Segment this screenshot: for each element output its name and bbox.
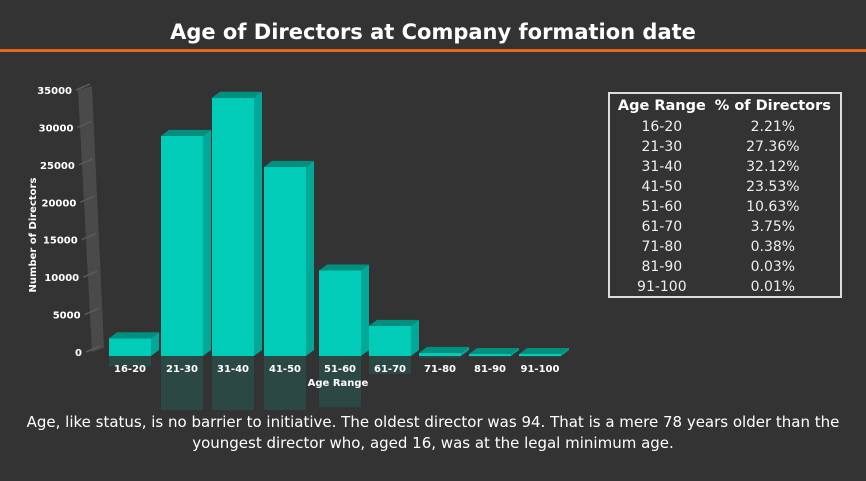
- bar-reflection: [319, 356, 361, 408]
- y-axis-label: Number of Directors: [28, 178, 39, 293]
- y-tick-label: 15000: [43, 236, 78, 247]
- table-header-percent: % of Directors: [714, 98, 831, 114]
- y-gridline: [77, 120, 92, 129]
- bar-reflection: [264, 356, 306, 410]
- age-cell: 51-60: [641, 199, 683, 215]
- table-row: 51-60 10.63%: [614, 197, 836, 217]
- bar-side: [306, 160, 314, 356]
- y-tick-label: 0: [75, 348, 82, 359]
- bar: [109, 338, 151, 356]
- age-cell: 71-80: [641, 239, 683, 255]
- title-divider: [0, 49, 866, 52]
- y-gridline: [75, 83, 91, 91]
- y-gridline: [82, 270, 98, 278]
- x-tick-label: 81-90: [474, 364, 506, 375]
- y-tick-label: 35000: [37, 86, 72, 97]
- y-tick-label: 5000: [53, 311, 81, 322]
- bar: [519, 354, 561, 356]
- y-tick-label: 30000: [39, 123, 74, 134]
- x-tick-label: 51-60: [324, 364, 356, 375]
- bar-side: [561, 348, 569, 356]
- bar-chart: 0 5000 10000 15000 20000 25000 30000 35000 Numbe…: [28, 83, 569, 410]
- y-tick-label: 25000: [40, 161, 75, 172]
- age-cell: 21-30: [641, 139, 683, 155]
- bar-top: [319, 264, 369, 271]
- table-row: 91-100 0.01%: [614, 277, 836, 297]
- y-gridline: [81, 233, 97, 241]
- bar-reflection: [519, 356, 561, 358]
- bar-top: [369, 319, 419, 326]
- table-row: 21-30 27.36%: [614, 137, 836, 157]
- bar-side: [411, 319, 419, 356]
- percent-cell: 2.21%: [750, 119, 796, 135]
- bar: [469, 354, 511, 356]
- percent-cell: 0.03%: [750, 259, 796, 275]
- y-axis-wall: [78, 86, 104, 352]
- age-cell: 61-70: [641, 219, 683, 235]
- bar-side: [511, 348, 519, 356]
- x-tick-label: 71-80: [424, 364, 456, 375]
- bar-side: [203, 129, 211, 356]
- percent-cell: 23.53%: [746, 179, 800, 195]
- bar: [369, 325, 411, 356]
- bar-top: [161, 129, 211, 136]
- bar-side: [461, 346, 469, 356]
- x-tick-label: 21-30: [166, 364, 198, 375]
- bar: [419, 352, 461, 356]
- bar-top: [469, 348, 519, 354]
- x-tick-label: 61-70: [374, 364, 406, 375]
- bar-side: [151, 332, 159, 356]
- age-cell: 81-90: [641, 259, 683, 275]
- bar-top: [419, 346, 469, 353]
- bar-reflection: [212, 356, 254, 410]
- page-title: Age of Directors at Company formation da…: [170, 20, 696, 44]
- table-row: 31-40 32.12%: [614, 157, 836, 177]
- y-tick-label: 20000: [41, 198, 76, 209]
- bar-side: [361, 264, 369, 356]
- age-cell: 16-20: [641, 119, 683, 135]
- bar-reflection: [161, 356, 203, 410]
- caption-text: Age, like status, is no barrier to initi…: [26, 413, 840, 452]
- bar-reflection: [469, 356, 511, 358]
- x-tick-label: 31-40: [217, 364, 249, 375]
- bar-reflection: [419, 356, 461, 358]
- bar: [161, 135, 203, 356]
- table-header-age: Age Range: [617, 98, 706, 114]
- bar: [319, 270, 361, 356]
- bar: [264, 166, 306, 356]
- table-row: 81-90 0.03%: [614, 257, 836, 277]
- bar-top: [519, 348, 569, 354]
- bar-top: [264, 160, 314, 167]
- bar-side: [254, 91, 262, 356]
- percent-cell: 27.36%: [746, 139, 800, 155]
- y-gridline: [84, 307, 99, 316]
- bar-top: [212, 91, 262, 98]
- percent-table: Age Range % of Directors 16-20 2.21% 21-30…: [608, 92, 842, 298]
- x-tick-label: 16-20: [114, 364, 146, 375]
- bar: [212, 97, 254, 356]
- x-tick-label: 41-50: [269, 364, 301, 375]
- percent-cell: 3.75%: [750, 219, 796, 235]
- table-row: 41-50 23.53%: [614, 177, 836, 197]
- x-axis-label: Age Range: [308, 378, 369, 389]
- bar-top: [109, 332, 159, 339]
- age-cell: 91-100: [637, 279, 687, 295]
- y-gridline: [85, 345, 101, 353]
- age-cell: 41-50: [641, 179, 683, 195]
- percent-cell: 0.01%: [750, 279, 796, 295]
- bar-reflection: [109, 356, 151, 367]
- y-gridline: [79, 195, 95, 203]
- y-gridline: [78, 158, 94, 166]
- table-row: 61-70 3.75%: [614, 217, 836, 237]
- percent-cell: 0.38%: [750, 239, 796, 255]
- bar-reflection: [369, 356, 411, 375]
- table-row: 16-20 2.21%: [614, 117, 836, 137]
- percent-cell: 10.63%: [746, 199, 800, 215]
- age-cell: 31-40: [641, 159, 683, 175]
- x-tick-label: 91-100: [521, 364, 560, 375]
- table-row: 71-80 0.38%: [614, 237, 836, 257]
- percent-cell: 32.12%: [746, 159, 800, 175]
- y-tick-label: 10000: [44, 273, 79, 284]
